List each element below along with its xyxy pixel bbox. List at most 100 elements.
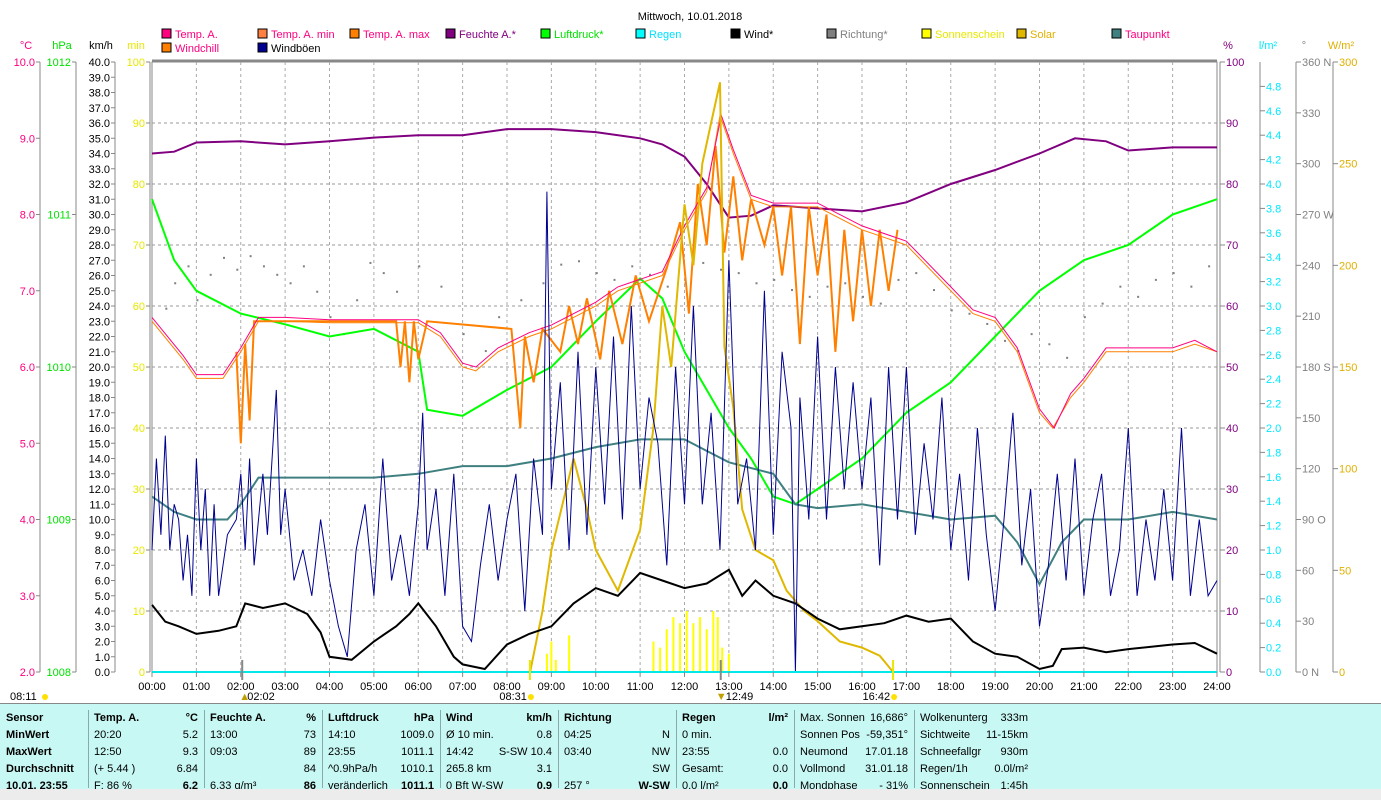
cell-value: 0.0l/m² (994, 763, 1028, 775)
axis-tick-label: 3.0 (1266, 301, 1281, 313)
axis-tick-label: 2.6 (1266, 350, 1281, 362)
column-header: Luftdruck (328, 712, 379, 724)
direction-point (418, 265, 421, 268)
axis-tick-label: 13.0 (89, 469, 110, 481)
x-tick-label: 15:00 (804, 681, 832, 693)
direction-point (302, 265, 305, 268)
axis-tick-label: 7.0 (20, 286, 35, 298)
direction-point (595, 272, 598, 275)
direction-point (950, 309, 953, 312)
axis-tick-label: 5.0 (20, 438, 35, 450)
direction-point (329, 316, 332, 319)
axes: °C2.03.04.05.06.07.08.09.010.0hPa1008100… (14, 40, 1358, 679)
axis-tick-label: 0 N (1302, 667, 1319, 679)
cell-value: 89 (303, 746, 316, 758)
axis-tick-label: 11.0 (89, 499, 110, 511)
direction-point (1208, 265, 1211, 268)
cell-value: 1011.1 (401, 746, 434, 758)
axis-tick-label: 1.0 (95, 652, 110, 664)
sun-time: 08:31 (499, 691, 527, 703)
legend-label: Richtung* (840, 29, 888, 41)
cell-label: 14:42 (446, 746, 474, 758)
axis-tick-label: 100 (1226, 57, 1244, 69)
legend-swatch (730, 28, 741, 39)
row-label: MaxWert (6, 746, 52, 758)
table-row: 13:00 73 (204, 727, 322, 744)
axis-tick-label: 4.2 (1266, 155, 1281, 167)
axis-tick-label: 30.0 (89, 210, 110, 222)
column-unit: l/m² (768, 712, 788, 724)
legend-swatch (161, 42, 172, 53)
legend-swatch (540, 28, 551, 39)
table-row: 09:03 89 (204, 744, 322, 761)
legend-swatch (921, 28, 932, 39)
axis-tick-label: 270 W (1302, 210, 1334, 222)
cell-label: Wolkenunterg (920, 712, 988, 724)
axis-tick-label: 0 (1226, 667, 1232, 679)
axis-tick-label: 39.0 (89, 72, 110, 84)
axis-tick-label: 30 (133, 484, 145, 496)
direction-point (236, 268, 239, 271)
direction-point (844, 282, 847, 285)
direction-point (791, 289, 793, 292)
axis-tick-label: 4.0 (20, 515, 35, 527)
x-tick-label: 13:00 (715, 681, 743, 693)
table-row: 265.8 km 3.1 (440, 761, 558, 778)
direction-point (702, 261, 705, 264)
cell-label: 12:50 (94, 746, 122, 758)
direction-point (382, 272, 385, 275)
direction-point (498, 316, 501, 319)
cell-value: 5.2 (182, 729, 198, 741)
axis-tick-label: 80 (133, 179, 145, 191)
axis-tick-label: 30 (1302, 616, 1314, 628)
cell-value: 9.3 (182, 746, 198, 758)
direction-point (968, 312, 971, 315)
legend-swatch (1016, 28, 1027, 39)
axis-tick-label: 40.0 (89, 57, 110, 69)
axis-tick-label: 210 (1302, 311, 1320, 323)
sonne-column: Max. Sonnen 16,686° Sonnen Pos -59,351° Neum… (794, 710, 915, 792)
cell-value: 17.01.18 (865, 746, 908, 758)
axis-tick-label: 0.0 (95, 667, 110, 679)
table-row: Schneefallgr 930m (914, 744, 1034, 761)
cell-value: 1010.1 (400, 763, 434, 775)
direction-point (560, 263, 563, 266)
axis-tick-label: 80 (1226, 179, 1238, 191)
axis-tick-label: 1012 (47, 57, 71, 69)
cell-value: 31.01.18 (865, 763, 908, 775)
direction-point (1172, 272, 1175, 275)
axis-tick-label: 60 (1302, 565, 1314, 577)
row-label: Sensor (6, 712, 44, 724)
cell-value: 0.0 (772, 746, 788, 758)
direction-point (720, 268, 722, 271)
axis-tick-label: 2.0 (20, 667, 35, 679)
axis-tick-label: 33.0 (89, 164, 110, 176)
table-row: SW (558, 761, 676, 778)
legend-swatch (826, 28, 837, 39)
direction-point (223, 256, 225, 259)
marker-time: 02:02 (247, 691, 275, 703)
direction-point (826, 285, 829, 288)
axis-tick-label: 26.0 (89, 271, 110, 283)
sunrise-time: 08:11 (10, 691, 37, 703)
direction-point (1190, 285, 1193, 288)
series-feuchte-a- (151, 128, 1217, 219)
axis-tick-label: 100 (127, 57, 145, 69)
table-row: 14:10 1009.0 (322, 727, 440, 744)
axis-unit: l/m² (1259, 40, 1278, 52)
axis-tick-label: 3.0 (95, 621, 110, 633)
legend-label: Temp. A. min (271, 29, 335, 41)
axis-tick-label: 5.0 (95, 591, 110, 603)
x-tick-label: 12:00 (671, 681, 699, 693)
axis-tick-label: 90 (1226, 118, 1238, 130)
axis-tick-label: 2.8 (1266, 325, 1281, 337)
axis-tick-label: 35.0 (89, 133, 110, 145)
axis-tick-label: 28.0 (89, 240, 110, 252)
legend-swatch (1111, 28, 1122, 39)
column-header: Regen (682, 712, 716, 724)
legend-label: Wind* (744, 29, 774, 41)
axis-tick-label: 50 (1339, 565, 1351, 577)
axis-tick-label: 14.0 (89, 454, 110, 466)
cell-value: 1009.0 (400, 729, 434, 741)
table-row: 23:55 1011.1 (322, 744, 440, 761)
